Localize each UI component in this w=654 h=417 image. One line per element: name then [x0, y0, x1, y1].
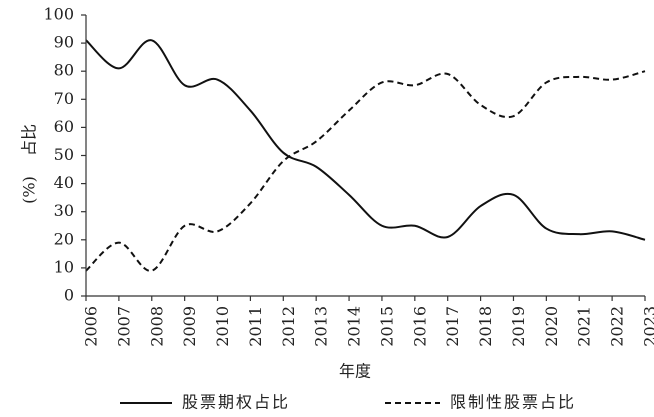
x-tick-label: 2007 [114, 306, 133, 347]
x-tick-label: 2012 [279, 306, 298, 347]
y-tick-label: 50 [54, 145, 74, 164]
y-axis-title-unit: (%) [20, 176, 39, 204]
series-line-restricted-stock [85, 70, 646, 272]
y-tick-label: 30 [54, 201, 74, 220]
x-tick-label: 2008 [147, 306, 166, 347]
x-tick-label: 2014 [345, 306, 364, 347]
y-tick-label: 40 [54, 173, 74, 192]
x-tick-label: 2018 [476, 306, 495, 347]
x-tick-label: 2013 [312, 306, 331, 347]
y-tick-label: 90 [54, 33, 74, 52]
y-tick-label: 20 [54, 229, 74, 248]
y-tick-label: 0 [64, 286, 74, 305]
y-axis-ticks: 0 10 20 30 40 50 60 70 80 90 100 [43, 5, 86, 305]
y-tick-label: 80 [54, 61, 74, 80]
x-tick-label: 2019 [509, 306, 528, 347]
x-tick-label: 2015 [377, 306, 396, 347]
x-tick-label: 2006 [82, 306, 101, 347]
x-tick-label: 2020 [542, 306, 561, 347]
x-tick-label: 2022 [608, 306, 627, 347]
x-tick-label: 2017 [443, 306, 462, 347]
x-tick-label: 2011 [246, 306, 265, 347]
x-tick-label: 2016 [410, 306, 429, 347]
legend-label-stock-options: 股票期权占比 [182, 393, 290, 412]
y-tick-label: 100 [43, 5, 74, 24]
x-axis-title: 年度 [339, 362, 371, 381]
y-tick-label: 60 [54, 117, 74, 136]
legend: 股票期权占比 限制性股票占比 [120, 393, 576, 412]
x-tick-label: 2010 [213, 306, 232, 347]
x-tick-label: 2023 [641, 306, 654, 347]
x-tick-label: 2009 [180, 306, 199, 347]
y-axis-title-main: 占比 [20, 124, 39, 156]
series-layer [85, 39, 646, 272]
y-tick-label: 10 [54, 257, 74, 276]
y-tick-label: 70 [54, 89, 74, 108]
series-line-stock-options [85, 39, 646, 241]
x-tick-label: 2021 [575, 306, 594, 347]
legend-label-restricted-stock: 限制性股票占比 [450, 393, 576, 412]
x-axis-ticks: 2006 2007 2008 2009 2010 2011 2012 2013 2014 2015… [82, 296, 654, 347]
